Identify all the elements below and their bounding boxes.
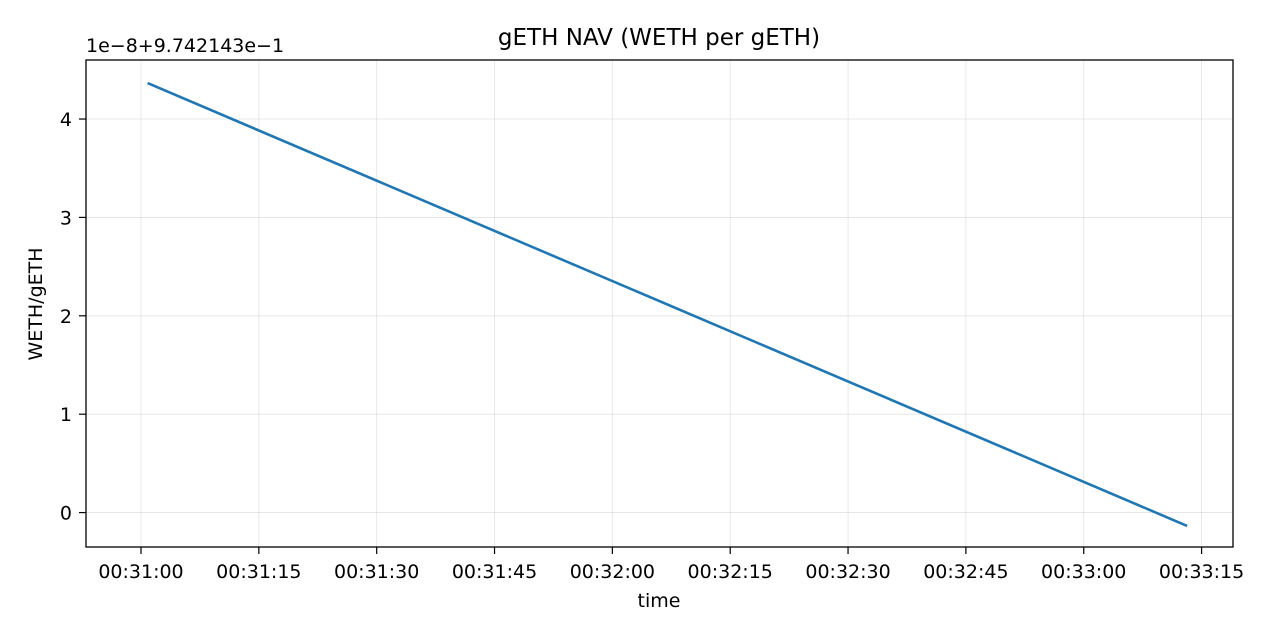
x-axis-label: time bbox=[638, 590, 681, 612]
x-tick-label: 00:32:30 bbox=[805, 561, 890, 583]
x-tick-label: 00:31:15 bbox=[216, 561, 301, 583]
y-axis: 0 1 2 3 4 bbox=[60, 109, 86, 525]
x-tick-label: 00:32:00 bbox=[570, 561, 655, 583]
grid-layer bbox=[86, 60, 1233, 547]
y-tick-label: 0 bbox=[60, 503, 72, 525]
y-offset-label: 1e−8+9.742143e−1 bbox=[86, 35, 284, 57]
x-tick-label: 00:32:15 bbox=[688, 561, 773, 583]
x-tick-label: 00:31:45 bbox=[452, 561, 537, 583]
x-tick-label: 00:32:45 bbox=[923, 561, 1008, 583]
x-tick-label: 00:33:00 bbox=[1041, 561, 1126, 583]
chart-title: gETH NAV (WETH per gETH) bbox=[498, 25, 820, 51]
y-tick-label: 3 bbox=[60, 207, 72, 229]
y-axis-label: WETH/gETH bbox=[25, 247, 47, 360]
x-tick-label: 00:31:00 bbox=[98, 561, 183, 583]
y-tick-label: 2 bbox=[60, 306, 72, 328]
y-tick-label: 1 bbox=[60, 404, 72, 426]
x-tick-label: 00:33:15 bbox=[1159, 561, 1244, 583]
plot-frame bbox=[85, 59, 1234, 548]
series-layer bbox=[147, 81, 1188, 528]
x-tick-label: 00:31:30 bbox=[334, 561, 419, 583]
x-axis: 00:31:00 00:31:15 00:31:30 00:31:45 00:32:00… bbox=[98, 547, 1244, 583]
y-tick-label: 4 bbox=[60, 109, 72, 131]
series-line bbox=[147, 81, 1188, 528]
